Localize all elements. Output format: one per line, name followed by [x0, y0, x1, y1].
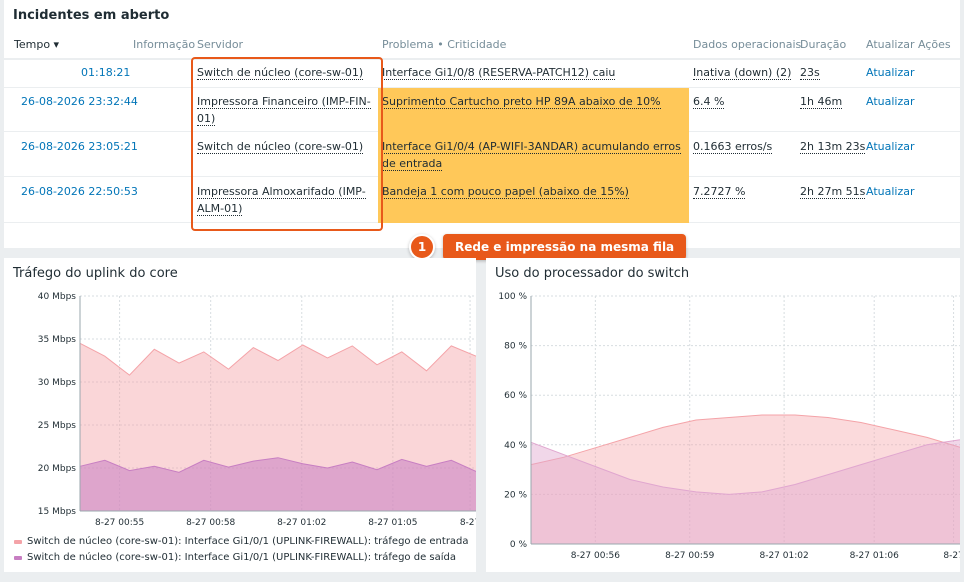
y-tick-label: 30 Mbps	[38, 378, 77, 388]
problem-time-link[interactable]: 01:18:21	[81, 66, 131, 79]
problems-widget: Incidentes em aberto Tempo ▾ Informação …	[4, 0, 960, 248]
series-area	[531, 415, 960, 544]
series-line	[530, 439, 960, 495]
y-tick-label: 15 Mbps	[38, 507, 77, 517]
host-link[interactable]: Switch de núcleo (core-sw-01)	[197, 140, 364, 154]
table-row: 26-08-2026 22:50:53 Impressora Almoxarif…	[4, 177, 960, 223]
update-link[interactable]: Atualizar	[866, 95, 915, 108]
problem-name-text[interactable]: Interface Gi1/0/4 (AP-WIFI-3ANDAR) acumu…	[382, 140, 681, 171]
severity-highlight	[378, 177, 689, 223]
traffic-chart: 15 Mbps 20 Mbps 25 Mbps 30 Mbps 35 Mbps 40 Mb…	[38, 292, 476, 528]
legend-label-out: Switch de núcleo (core-sw-01): Interface…	[27, 552, 456, 563]
problem-duration: 2h 27m 51s	[800, 185, 866, 199]
callout-label: Rede e impressão na mesma fila	[443, 234, 687, 260]
table-row: 26-08-2026 23:05:21 Switch de núcleo (co…	[4, 132, 960, 177]
x-tick-label: 8-27 00:55	[95, 518, 144, 528]
series-area	[531, 439, 960, 544]
x-tick-label: 8-27	[460, 518, 476, 528]
series-line	[79, 342, 476, 376]
problem-name[interactable]: Suprimento Cartucho preto HP 89A abaixo …	[382, 95, 661, 109]
severity-highlight	[378, 88, 689, 132]
y-tick-label: 40 Mbps	[38, 292, 77, 302]
graph-title: Tráfego do uplink do core	[13, 266, 178, 281]
column-header-host[interactable]: Servidor	[197, 38, 244, 51]
problem-name[interactable]: Interface Gi1/0/4 (AP-WIFI-3ANDAR) acumu…	[382, 138, 682, 172]
y-tick-label: 80 %	[504, 342, 527, 352]
host-link[interactable]: Impressora Financeiro (IMP-FIN-01)	[197, 93, 372, 127]
y-tick-label: 25 Mbps	[38, 421, 77, 431]
x-tick-label: 8-27 00:59	[665, 551, 714, 561]
cpu-chart: 0 % 20 % 40 % 60 % 80 % 100 % 8-27 00:56 8-27 0…	[498, 292, 960, 561]
problem-duration: 2h 13m 23s	[800, 140, 866, 154]
problem-time-link[interactable]: 26-08-2026 23:32:44	[21, 95, 138, 108]
callout-number: 1	[409, 234, 435, 260]
update-link[interactable]: Atualizar	[866, 185, 915, 198]
x-tick-label: 8-27 01:06	[850, 551, 899, 561]
column-header-problem[interactable]: Problema • Criticidade	[382, 38, 507, 51]
annotation-callout: 1 Rede e impressão na mesma fila	[409, 233, 687, 261]
table-row: 26-08-2026 23:32:44 Impressora Financeir…	[4, 88, 960, 132]
operational-data[interactable]: 6.4 %	[693, 95, 725, 109]
problem-duration: 1h 46m	[800, 95, 843, 109]
y-tick-label: 35 Mbps	[38, 335, 77, 345]
y-tick-label: 20 %	[504, 490, 527, 500]
legend-swatch-out	[14, 555, 22, 560]
x-tick-label: 8-27 01:02	[277, 518, 326, 528]
operational-data[interactable]: 0.1663 erros/s	[693, 140, 773, 154]
problem-name[interactable]: Interface Gi1/0/8 (RESERVA-PATCH12) caiu	[382, 66, 616, 80]
update-link[interactable]: Atualizar	[866, 140, 915, 153]
graph-title: Uso do processador do switch	[495, 266, 690, 281]
column-header-opdata: Dados operacionais	[693, 38, 802, 51]
series-line	[79, 457, 476, 473]
plot-area	[531, 296, 960, 544]
legend-swatch-in	[14, 539, 22, 544]
problems-title: Incidentes em aberto	[13, 8, 170, 23]
y-tick-label: 100 %	[498, 292, 527, 302]
y-tick-label: 60 %	[504, 391, 527, 401]
x-tick-label: 8-27 00:56	[571, 551, 620, 561]
column-header-update: Atualizar	[866, 38, 915, 51]
problem-time-link[interactable]: 26-08-2026 23:05:21	[21, 140, 138, 153]
column-header-actions: Ações	[918, 38, 951, 51]
update-link[interactable]: Atualizar	[866, 66, 915, 79]
column-header-time[interactable]: Tempo ▾	[14, 38, 60, 51]
operational-data[interactable]: 7.2727 %	[693, 185, 746, 199]
table-row: 01:18:21 Switch de núcleo (core-sw-01) I…	[4, 60, 960, 88]
header-divider	[4, 58, 960, 60]
traffic-graph-widget: Tráfego do uplink do core 15 Mbps 20 Mbps…	[4, 258, 476, 572]
x-tick-label: 8-27 01:05	[368, 518, 417, 528]
problem-name[interactable]: Bandeja 1 com pouco papel (abaixo de 15%…	[382, 185, 629, 199]
severity-highlight	[378, 132, 689, 177]
host-link-text[interactable]: Impressora Financeiro (IMP-FIN-01)	[197, 95, 371, 126]
column-header-info: Informação	[133, 38, 196, 51]
legend-item-out: Switch de núcleo (core-sw-01): Interface…	[14, 552, 456, 563]
series-area	[80, 343, 476, 511]
x-tick-label: 8-27 01:02	[759, 551, 808, 561]
problem-time-link[interactable]: 26-08-2026 22:50:53	[21, 185, 138, 198]
operational-data[interactable]: Inativa (down) (2)	[693, 66, 792, 80]
series-area	[80, 457, 476, 511]
series-line	[530, 414, 960, 466]
cpu-graph-widget: Uso do processador do switch 0 % 20 % 40 %…	[486, 258, 960, 572]
x-tick-label: 8-27	[943, 551, 960, 561]
y-tick-label: 40 %	[504, 441, 527, 451]
y-tick-label: 0 %	[510, 540, 528, 550]
y-tick-label: 20 Mbps	[38, 464, 77, 474]
legend-label-in: Switch de núcleo (core-sw-01): Interface…	[27, 536, 469, 547]
x-tick-label: 8-27 00:58	[186, 518, 235, 528]
host-link-text[interactable]: Impressora Almoxarifado (IMP-ALM-01)	[197, 185, 366, 216]
legend-item-in: Switch de núcleo (core-sw-01): Interface…	[14, 536, 469, 547]
problem-duration: 23s	[800, 66, 820, 80]
column-header-duration: Duração	[800, 38, 847, 51]
host-link[interactable]: Switch de núcleo (core-sw-01)	[197, 66, 364, 80]
host-column-highlight-box	[191, 57, 383, 231]
host-link[interactable]: Impressora Almoxarifado (IMP-ALM-01)	[197, 183, 372, 217]
